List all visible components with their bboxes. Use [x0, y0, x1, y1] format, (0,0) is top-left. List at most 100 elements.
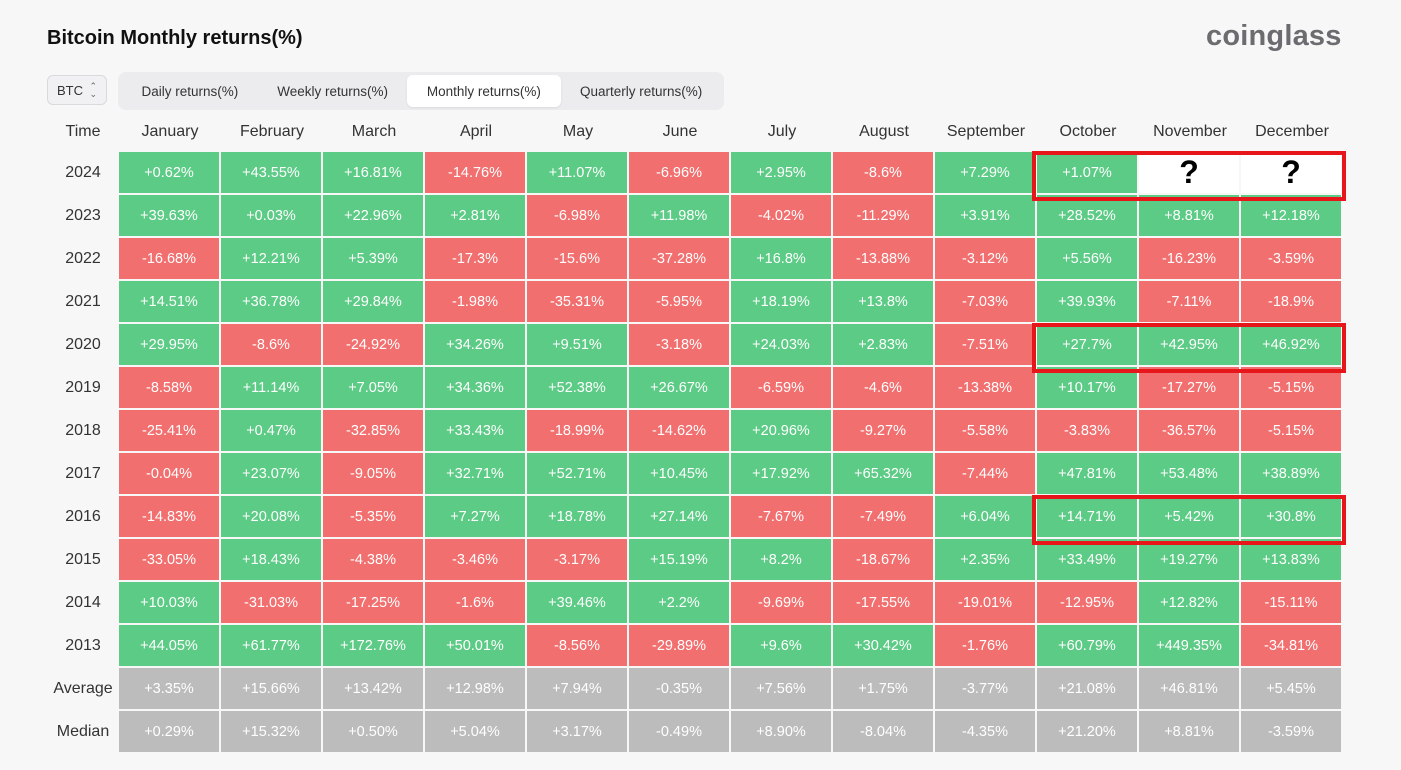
column-header-july: July [767, 123, 797, 140]
return-cell: +7.56% [731, 668, 831, 709]
return-cell: +60.79% [1037, 625, 1137, 666]
return-cell: +16.81% [323, 152, 423, 193]
row-label: 2017 [65, 465, 101, 482]
table-row: 2019 -8.58% +11.14% +7.05% +34.36% +52.38% +26… [47, 367, 1343, 408]
return-cell: +18.19% [731, 281, 831, 322]
return-cell: +11.98% [629, 195, 729, 236]
return-cell: -33.05% [119, 539, 219, 580]
return-cell: +28.52% [1037, 195, 1137, 236]
return-cell: -5.15% [1241, 367, 1341, 408]
return-cell: +53.48% [1139, 453, 1239, 494]
return-cell: +43.55% [221, 152, 321, 193]
return-cell: +5.56% [1037, 238, 1137, 279]
row-label: 2019 [65, 379, 101, 396]
return-cell: +1.07% [1037, 152, 1137, 193]
return-cell: +11.14% [221, 367, 321, 408]
column-header-march: March [351, 123, 397, 140]
return-cell: +2.81% [425, 195, 525, 236]
return-cell: +18.78% [527, 496, 627, 537]
return-cell: -1.6% [425, 582, 525, 623]
table-row: 2020 +29.95% -8.6% -24.92% +34.26% +9.51% -3.1… [47, 324, 1343, 365]
return-cell: +2.2% [629, 582, 729, 623]
return-cell: -9.69% [731, 582, 831, 623]
return-cell: -8.6% [221, 324, 321, 365]
return-cell: +0.50% [323, 711, 423, 752]
return-cell: +39.46% [527, 582, 627, 623]
return-cell: +8.90% [731, 711, 831, 752]
return-cell: +30.8% [1241, 496, 1341, 537]
return-cell: -6.59% [731, 367, 831, 408]
return-cell: +23.07% [221, 453, 321, 494]
return-cell: -5.58% [935, 410, 1035, 451]
return-cell: +24.03% [731, 324, 831, 365]
return-cell: +7.94% [527, 668, 627, 709]
row-label: 2020 [65, 336, 101, 353]
return-cell: +20.08% [221, 496, 321, 537]
return-cell: -18.67% [833, 539, 933, 580]
return-cell: -5.95% [629, 281, 729, 322]
return-cell: -18.99% [527, 410, 627, 451]
column-header-november: November [1153, 123, 1227, 140]
return-cell: -3.59% [1241, 238, 1341, 279]
tab-daily-returns[interactable]: Daily returns(%) [141, 83, 239, 99]
return-cell: -4.35% [935, 711, 1035, 752]
return-cell: +7.05% [323, 367, 423, 408]
table-row: 2013 +44.05% +61.77% +172.76% +50.01% -8.56% -… [47, 625, 1343, 666]
table-row: 2018 -25.41% +0.47% -32.85% +33.43% -18.99% -1… [47, 410, 1343, 451]
return-cell: -8.6% [833, 152, 933, 193]
return-cell: +52.71% [527, 453, 627, 494]
return-cell: +65.32% [833, 453, 933, 494]
return-cell: +11.07% [527, 152, 627, 193]
tab-quarterly-returns[interactable]: Quarterly returns(%) [579, 83, 703, 99]
column-header-april: April [459, 123, 492, 140]
tab-weekly-returns[interactable]: Weekly returns(%) [277, 83, 389, 99]
tab-monthly-returns[interactable]: Monthly returns(%) [406, 75, 562, 107]
return-cell: -11.29% [833, 195, 933, 236]
return-cell: +33.43% [425, 410, 525, 451]
return-cell: +0.29% [119, 711, 219, 752]
table-row: 2015 -33.05% +18.43% -4.38% -3.46% -3.17% +15.… [47, 539, 1343, 580]
return-cell: -15.6% [527, 238, 627, 279]
return-cell: +10.03% [119, 582, 219, 623]
row-label: 2023 [65, 207, 101, 224]
return-cell: -5.15% [1241, 410, 1341, 451]
column-header-february: February [239, 123, 305, 140]
row-label: 2021 [65, 293, 101, 310]
return-cell: -13.88% [833, 238, 933, 279]
return-cell: +34.26% [425, 324, 525, 365]
return-cell: +14.51% [119, 281, 219, 322]
return-cell: -0.49% [629, 711, 729, 752]
return-cell: -19.01% [935, 582, 1035, 623]
return-cell: -6.96% [629, 152, 729, 193]
return-cell: +0.47% [221, 410, 321, 451]
return-cell: +3.17% [527, 711, 627, 752]
chevron-up-down-icon: ⌃ ⌄ [89, 81, 97, 99]
table-row: 2014 +10.03% -31.03% -17.25% -1.6% +39.46% +2.… [47, 582, 1343, 623]
return-cell: +8.81% [1139, 711, 1239, 752]
return-cell: +47.81% [1037, 453, 1137, 494]
return-cell: +39.93% [1037, 281, 1137, 322]
return-cell: +21.20% [1037, 711, 1137, 752]
return-cell: +7.27% [425, 496, 525, 537]
return-cell: +5.04% [425, 711, 525, 752]
return-cell: +2.83% [833, 324, 933, 365]
return-cell: +0.03% [221, 195, 321, 236]
return-cell: -7.44% [935, 453, 1035, 494]
return-cell: +36.78% [221, 281, 321, 322]
return-cell: -7.11% [1139, 281, 1239, 322]
return-cell: +13.83% [1241, 539, 1341, 580]
return-cell: -13.38% [935, 367, 1035, 408]
column-header-october: October [1059, 123, 1117, 140]
return-cell: +13.8% [833, 281, 933, 322]
returns-period-tabs: Daily returns(%) Weekly returns(%) Month… [118, 72, 724, 110]
return-cell: -8.58% [119, 367, 219, 408]
return-cell: +5.45% [1241, 668, 1341, 709]
return-cell: +32.71% [425, 453, 525, 494]
coinglass-logo[interactable]: coinglass [1206, 20, 1342, 52]
column-header-august: August [859, 123, 909, 140]
return-cell: -18.9% [1241, 281, 1341, 322]
return-cell: -36.57% [1139, 410, 1239, 451]
return-cell: +2.95% [731, 152, 831, 193]
return-cell: +46.81% [1139, 668, 1239, 709]
asset-select[interactable]: BTC ⌃ ⌄ [47, 75, 107, 105]
